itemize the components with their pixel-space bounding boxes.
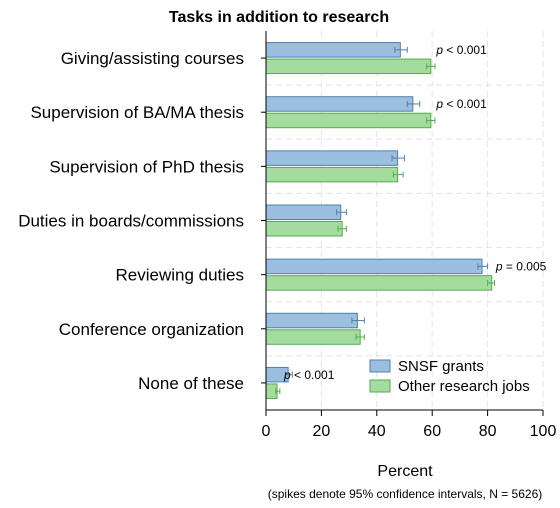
category-labels: Giving/assisting courses Supervision of B… [18, 49, 244, 393]
category-label: Supervision of BA/MA thesis [30, 103, 244, 122]
p-value-annotation: p < 0.001 [435, 97, 487, 111]
bar-snsf-5 [265, 312, 358, 329]
category-label: Conference organization [59, 320, 244, 339]
grid [265, 31, 544, 410]
p-value-annotation: p < 0.001 [435, 43, 487, 57]
bars: p < 0.001 p < 0.001 p = 0.005 p < 0.001 [265, 42, 547, 399]
legend: SNSF grants Other research jobs [369, 358, 530, 395]
x-tick-label: 60 [423, 423, 441, 440]
bar-other-1 [265, 112, 432, 129]
x-tick-label: 20 [313, 423, 331, 440]
p-value-annotation: p = 0.005 [495, 260, 547, 274]
x-axis-title: Percent [377, 463, 433, 480]
p-value-annotation: p < 0.001 [283, 368, 335, 382]
chart-title: Tasks in addition to research [169, 9, 389, 26]
x-tick-label: 40 [368, 423, 386, 440]
bar-snsf-2 [265, 150, 399, 166]
bar-snsf-3 [265, 204, 342, 220]
category-label: Reviewing duties [115, 266, 244, 285]
bar-other-4 [265, 275, 493, 291]
chart-note: (spikes denote 95% confidence intervals,… [268, 487, 543, 501]
legend-swatch [369, 359, 391, 373]
x-tick-label: 80 [479, 423, 497, 440]
legend-label: Other research jobs [398, 378, 530, 395]
bar-other-3 [265, 221, 343, 237]
x-axis: 0 20 40 60 80 100 [261, 31, 556, 440]
x-tick-label: 100 [530, 423, 557, 440]
legend-swatch [369, 379, 391, 393]
bar-other-5 [265, 329, 361, 345]
category-label: Supervision of PhD thesis [49, 157, 244, 176]
bar-snsf-1 [265, 96, 414, 112]
legend-label: SNSF grants [398, 358, 484, 375]
category-label: Giving/assisting courses [61, 49, 244, 68]
x-tick-label: 0 [262, 423, 271, 440]
category-label: Duties in boards/commissions [18, 212, 244, 231]
bar-other-0 [265, 58, 432, 75]
bar-other-2 [265, 166, 399, 183]
bar-snsf-4 [265, 258, 483, 275]
bar-snsf-0 [265, 42, 401, 58]
category-label: None of these [138, 374, 244, 393]
